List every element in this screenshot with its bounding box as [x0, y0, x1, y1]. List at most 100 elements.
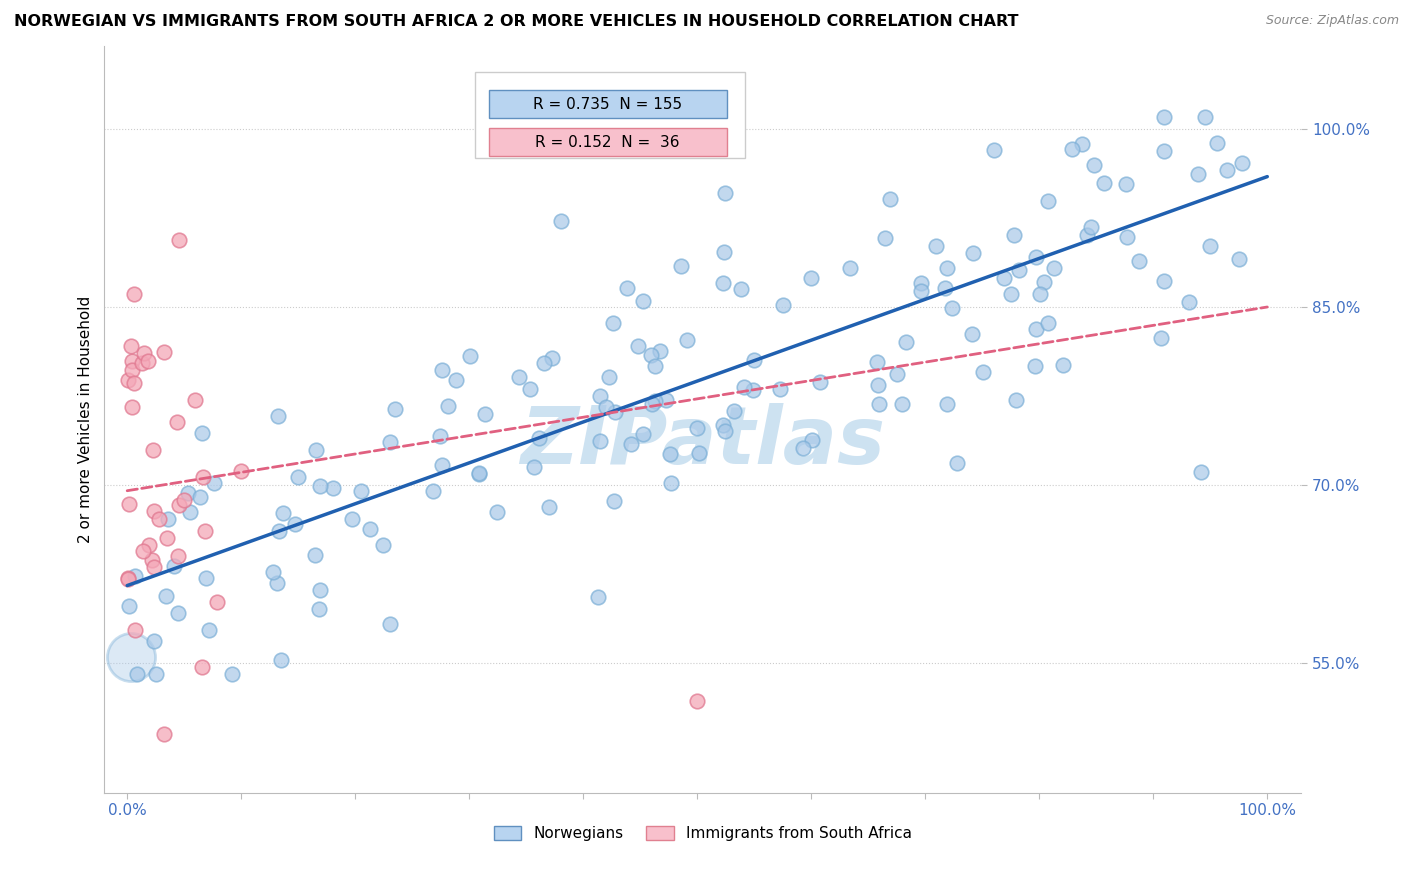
Point — [650, 344, 672, 359]
Point — [1153, 274, 1175, 288]
Point — [384, 401, 406, 416]
Point — [1005, 392, 1028, 407]
Point — [508, 370, 530, 384]
Point — [711, 276, 734, 290]
Point — [602, 317, 624, 331]
Point — [894, 335, 917, 350]
Point — [1153, 144, 1175, 158]
Point — [633, 293, 655, 308]
Point — [136, 353, 159, 368]
Point — [1080, 220, 1102, 235]
Point — [993, 271, 1015, 285]
Point — [1004, 228, 1026, 243]
Point — [342, 512, 364, 526]
Point — [121, 400, 143, 414]
Point — [166, 415, 188, 429]
Point — [734, 379, 756, 393]
Point — [124, 568, 146, 582]
Point — [723, 404, 745, 418]
Point — [262, 565, 284, 579]
Point — [1115, 178, 1137, 192]
Point — [148, 512, 170, 526]
Point — [603, 493, 626, 508]
Point — [188, 491, 211, 505]
Point — [120, 339, 142, 353]
Point — [1038, 194, 1060, 208]
Point — [519, 382, 541, 396]
Point — [191, 425, 214, 440]
Point — [155, 590, 177, 604]
Point — [538, 500, 561, 515]
Point — [145, 667, 167, 681]
Point — [1043, 261, 1066, 276]
Point — [910, 276, 932, 290]
Point — [468, 467, 491, 481]
Point — [117, 572, 139, 586]
Point — [741, 384, 763, 398]
Point — [432, 363, 454, 377]
Point — [444, 373, 467, 387]
Point — [654, 393, 676, 408]
Point — [1187, 167, 1209, 181]
Text: R = 0.152  N =  36: R = 0.152 N = 36 — [534, 135, 679, 150]
Point — [800, 271, 823, 285]
Point — [191, 660, 214, 674]
Point — [122, 376, 145, 390]
Point — [641, 397, 664, 411]
Point — [142, 504, 165, 518]
Point — [142, 634, 165, 648]
Point — [631, 427, 654, 442]
Point — [603, 404, 626, 418]
Text: Source: ZipAtlas.com: Source: ZipAtlas.com — [1265, 14, 1399, 28]
Point — [156, 512, 179, 526]
Text: ZIPatlas: ZIPatlas — [520, 403, 886, 481]
Point — [350, 484, 373, 499]
Point — [198, 623, 221, 637]
Point — [284, 516, 307, 531]
Point — [925, 239, 948, 253]
Point — [879, 192, 901, 206]
Point — [686, 421, 709, 435]
Point — [179, 505, 201, 519]
Point — [1205, 136, 1227, 150]
FancyBboxPatch shape — [475, 72, 745, 158]
Point — [910, 284, 932, 298]
Point — [474, 407, 496, 421]
Point — [117, 571, 139, 585]
Y-axis label: 2 or more Vehicles in Household: 2 or more Vehicles in Household — [79, 296, 93, 543]
Point — [540, 351, 562, 365]
Point — [156, 531, 179, 545]
Point — [669, 259, 692, 273]
Point — [890, 397, 912, 411]
Point — [153, 727, 176, 741]
Point — [866, 355, 889, 369]
Point — [711, 417, 734, 432]
Point — [1230, 155, 1253, 169]
Point — [117, 373, 139, 387]
Point — [270, 653, 292, 667]
Point — [550, 213, 572, 227]
Point — [868, 378, 890, 392]
Point — [644, 359, 666, 373]
Point — [125, 667, 148, 681]
Point — [1149, 331, 1171, 345]
Point — [152, 345, 174, 359]
Point — [191, 470, 214, 484]
Point — [1076, 227, 1098, 242]
Point — [458, 349, 481, 363]
Point — [713, 245, 735, 260]
Point — [886, 367, 908, 381]
Point — [271, 506, 294, 520]
Point — [875, 231, 897, 245]
Point — [304, 548, 326, 562]
Point — [589, 434, 612, 448]
Point — [941, 301, 963, 315]
Point — [688, 446, 710, 460]
Point — [1071, 136, 1094, 151]
Point — [422, 484, 444, 499]
Point — [1092, 176, 1115, 190]
Point — [627, 339, 650, 353]
Point — [1153, 111, 1175, 125]
Point — [960, 326, 983, 341]
Point — [1115, 230, 1137, 244]
